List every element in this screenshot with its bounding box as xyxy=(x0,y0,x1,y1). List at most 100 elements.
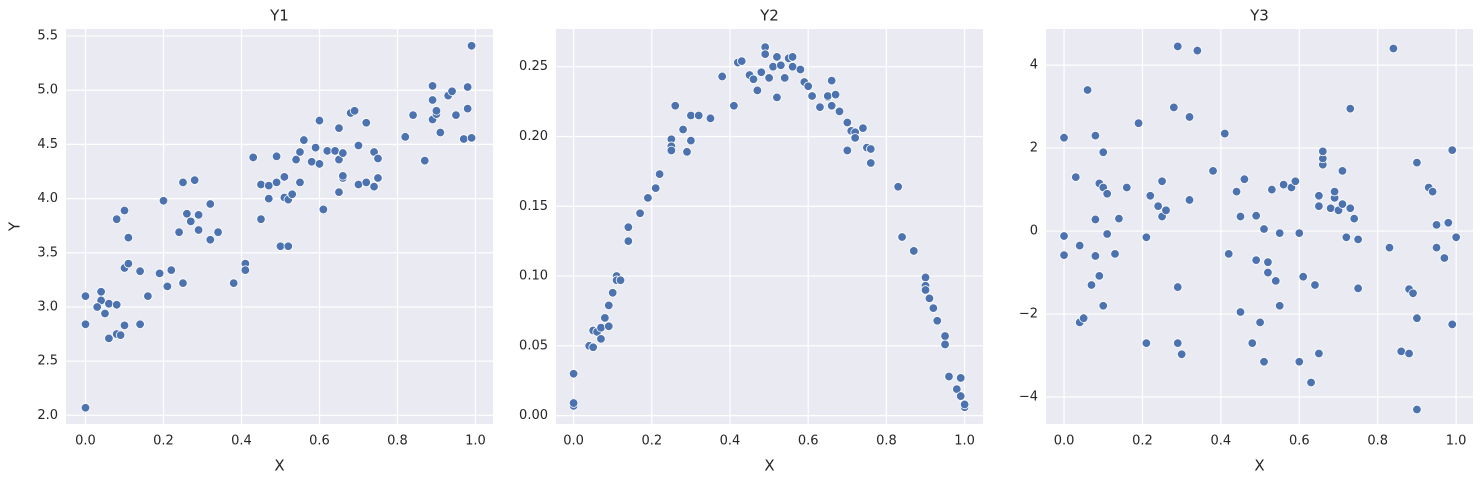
point xyxy=(1337,166,1348,176)
point xyxy=(1102,189,1112,199)
x-tick-label: 0.0 xyxy=(563,434,584,449)
point xyxy=(1157,176,1167,186)
y-tick-label: 0.25 xyxy=(519,59,548,74)
point xyxy=(119,320,130,331)
point xyxy=(737,56,747,66)
x-tick-label: 1.0 xyxy=(1446,434,1467,449)
point xyxy=(952,384,962,394)
point xyxy=(1071,172,1081,182)
point xyxy=(717,71,727,82)
y-tick-label: 0 xyxy=(1030,224,1038,239)
point xyxy=(111,214,122,224)
point xyxy=(834,106,845,117)
point xyxy=(1447,319,1457,330)
point xyxy=(338,171,348,181)
point xyxy=(306,157,317,167)
point xyxy=(1153,201,1163,211)
point xyxy=(772,52,782,62)
point xyxy=(826,101,837,111)
point xyxy=(80,403,91,413)
y-tick-label: 4 xyxy=(1030,58,1038,73)
point xyxy=(772,92,782,103)
point xyxy=(299,135,309,145)
x-tick-label: 0.4 xyxy=(1211,434,1232,449)
point xyxy=(615,275,626,285)
point xyxy=(1431,242,1442,253)
point xyxy=(1349,213,1359,224)
x-axis-label: X xyxy=(764,457,774,475)
point xyxy=(830,89,841,100)
point xyxy=(1294,357,1304,367)
y-tick-label: 5.0 xyxy=(37,83,58,98)
point xyxy=(1412,313,1422,323)
point xyxy=(1408,288,1418,299)
point xyxy=(154,268,165,279)
point xyxy=(1141,338,1152,348)
point xyxy=(338,148,348,158)
point xyxy=(143,291,153,301)
point xyxy=(850,133,860,143)
point xyxy=(932,316,942,326)
point xyxy=(776,60,786,70)
point xyxy=(1239,174,1250,184)
point xyxy=(729,101,739,111)
point xyxy=(271,151,282,162)
point xyxy=(604,300,614,311)
point xyxy=(623,222,634,232)
x-tick-label: 0.8 xyxy=(387,434,408,449)
point xyxy=(459,134,469,144)
point xyxy=(803,81,813,91)
point xyxy=(193,225,204,235)
point xyxy=(447,86,457,97)
point xyxy=(330,146,340,156)
point xyxy=(893,182,903,192)
point xyxy=(1059,231,1069,241)
point xyxy=(1059,133,1069,143)
point xyxy=(310,142,321,153)
point xyxy=(123,258,134,269)
x-axis-label: X xyxy=(1254,457,1264,475)
point xyxy=(287,189,297,199)
point xyxy=(466,41,477,51)
point xyxy=(1314,191,1324,201)
plot-area xyxy=(1046,29,1473,424)
point xyxy=(1086,280,1097,290)
point xyxy=(858,123,868,133)
point xyxy=(189,175,200,185)
point xyxy=(462,82,473,92)
point xyxy=(205,199,215,209)
point xyxy=(682,147,692,157)
y-tick-label: 3.0 xyxy=(37,299,58,314)
y-tick-label: 0.10 xyxy=(519,269,548,284)
y-tick-label: 3.5 xyxy=(37,245,58,260)
x-tick-label: 0.6 xyxy=(1289,434,1310,449)
point xyxy=(604,321,614,331)
point xyxy=(1263,267,1273,278)
point xyxy=(623,236,634,246)
point xyxy=(1294,228,1304,238)
point xyxy=(780,73,790,83)
y-axis-label: Y xyxy=(6,221,24,232)
point xyxy=(787,52,798,62)
point xyxy=(1082,85,1093,95)
point xyxy=(588,342,598,352)
point xyxy=(760,49,770,59)
point xyxy=(600,313,610,323)
point xyxy=(435,127,446,138)
point xyxy=(240,265,251,275)
point xyxy=(291,154,301,165)
plot-area xyxy=(556,29,983,424)
y-tick-label: 0.05 xyxy=(519,338,548,353)
point xyxy=(956,391,966,401)
point xyxy=(959,399,970,410)
point xyxy=(795,64,806,75)
point xyxy=(940,339,950,350)
y-tick-label: 2.0 xyxy=(37,408,58,423)
point xyxy=(228,278,239,288)
x-tick-label: 0.6 xyxy=(798,434,819,449)
point xyxy=(1251,211,1261,221)
point xyxy=(568,369,579,379)
point xyxy=(279,172,290,182)
point xyxy=(842,145,853,156)
point xyxy=(158,196,169,206)
